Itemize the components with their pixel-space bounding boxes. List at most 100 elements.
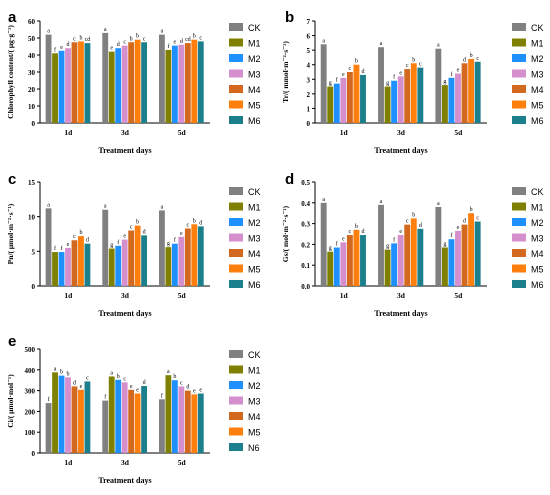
bar-m3-5d: [455, 73, 461, 123]
bar-m6-1d: [360, 235, 366, 286]
y-tick-label: 15: [28, 179, 36, 187]
significance-letter: f: [54, 245, 56, 252]
significance-letter: c: [199, 35, 202, 41]
significance-letter: f: [104, 394, 106, 401]
legend-label: M2: [248, 54, 261, 64]
significance-letter: b: [412, 212, 415, 218]
legend-swatch: [512, 100, 526, 109]
significance-letter: e: [399, 70, 402, 76]
y-axis-label: Pn/( μmol·m⁻²·s⁻¹): [6, 203, 15, 264]
legend-label: M4: [248, 412, 261, 422]
bar-m5-5d: [468, 213, 475, 286]
significance-letter: a: [437, 201, 440, 207]
significance-letter: d: [86, 238, 89, 244]
bar-m4-3d: [404, 224, 411, 286]
bar-m3-5d: [178, 44, 185, 123]
bar-m2-1d: [58, 375, 65, 453]
bar-m4-1d: [71, 42, 78, 123]
y-tick-label: 2: [307, 91, 311, 99]
significance-letter: b: [355, 59, 358, 65]
legend-swatch: [229, 381, 243, 389]
significance-letter: f: [174, 237, 176, 244]
bar-m1-3d: [108, 248, 115, 286]
legend-label: M5: [248, 265, 261, 275]
bar-m2-3d: [391, 80, 398, 123]
bar-m5-5d: [468, 58, 475, 124]
bar-m3-5d: [455, 230, 461, 286]
bar-n6-1d: [84, 381, 91, 453]
significance-letter: a: [380, 41, 383, 47]
bar-ck-1d: [45, 403, 52, 453]
bar-m1-1d: [52, 372, 58, 453]
significance-letter: e: [193, 388, 196, 394]
legend-swatch: [512, 116, 526, 124]
significance-letter: c: [186, 222, 189, 228]
significance-letter: d: [361, 69, 364, 75]
significance-letter: c: [349, 66, 352, 72]
x-tick-label: 5d: [454, 291, 463, 300]
legend-swatch: [229, 202, 243, 211]
legend-swatch: [229, 443, 243, 451]
bar-m1-5d: [441, 85, 448, 123]
y-tick-label: 500: [25, 346, 36, 354]
y-tick-label: 40: [28, 52, 36, 60]
significance-letter: d: [361, 229, 364, 235]
panel-label: c: [8, 171, 16, 188]
legend-swatch: [229, 233, 243, 242]
legend-swatch: [512, 280, 526, 288]
significance-letter: c: [123, 376, 126, 382]
bar-m6-1d: [84, 243, 91, 286]
y-axis-label: Chlorophyll content/( μg·g⁻¹): [6, 25, 15, 119]
legend-swatch: [229, 249, 243, 257]
significance-letter: b: [79, 35, 82, 41]
x-axis-label: Treatment days: [374, 309, 427, 318]
significance-letter: a: [54, 366, 57, 372]
legend-label: M5: [531, 265, 544, 275]
legend-label: M2: [248, 218, 261, 228]
significance-letter: c: [86, 375, 89, 381]
bar-m4-3d: [404, 69, 411, 123]
significance-letter: g: [329, 81, 332, 87]
bar-m4-1d: [71, 240, 78, 286]
bar-ck-5d: [159, 210, 165, 286]
significance-letter: g: [386, 81, 389, 87]
y-axis-label: Gs/( mol·m⁻²·s⁻¹): [281, 205, 290, 262]
bar-m4-5d: [461, 63, 468, 123]
bar-m3-3d: [121, 382, 128, 453]
legend-swatch: [229, 412, 243, 420]
bar-m6-5d: [474, 61, 481, 123]
significance-letter: f: [393, 74, 395, 81]
bar-m4-1d: [346, 235, 353, 286]
legend-label: M5: [248, 101, 261, 111]
significance-letter: g: [443, 79, 446, 85]
significance-letter: d: [463, 219, 466, 225]
legend-label: M6: [531, 280, 544, 290]
legend-swatch: [512, 54, 526, 62]
bar-m4-5d: [184, 390, 191, 453]
significance-letter: e: [174, 40, 177, 46]
y-tick-label: 3: [307, 76, 311, 84]
bar-m3-3d: [121, 45, 128, 123]
y-tick-label: 50: [28, 35, 36, 43]
y-tick-label: 5: [307, 47, 311, 55]
panel-label: e: [8, 333, 16, 350]
bar-m5-5d: [191, 39, 198, 124]
legend-swatch: [229, 264, 243, 273]
significance-letter: a: [167, 369, 170, 375]
significance-letter: f: [117, 239, 119, 246]
bar-m1-1d: [327, 86, 334, 123]
bar-m3-1d: [65, 377, 71, 453]
x-tick-label: 5d: [454, 128, 463, 137]
legend-label: M3: [248, 70, 261, 80]
x-tick-label: 3d: [121, 128, 130, 137]
significance-letter: d: [186, 385, 189, 391]
panel-label: b: [285, 9, 294, 26]
bar-m5-1d: [78, 389, 84, 453]
legend-label: M6: [248, 116, 261, 126]
legend-label: M2: [248, 381, 261, 391]
bar-m6-5d: [197, 41, 204, 123]
significance-letter: a: [161, 204, 164, 210]
significance-letter: c: [123, 40, 126, 46]
legend-label: M3: [531, 70, 544, 80]
bar-ck-3d: [102, 209, 109, 286]
